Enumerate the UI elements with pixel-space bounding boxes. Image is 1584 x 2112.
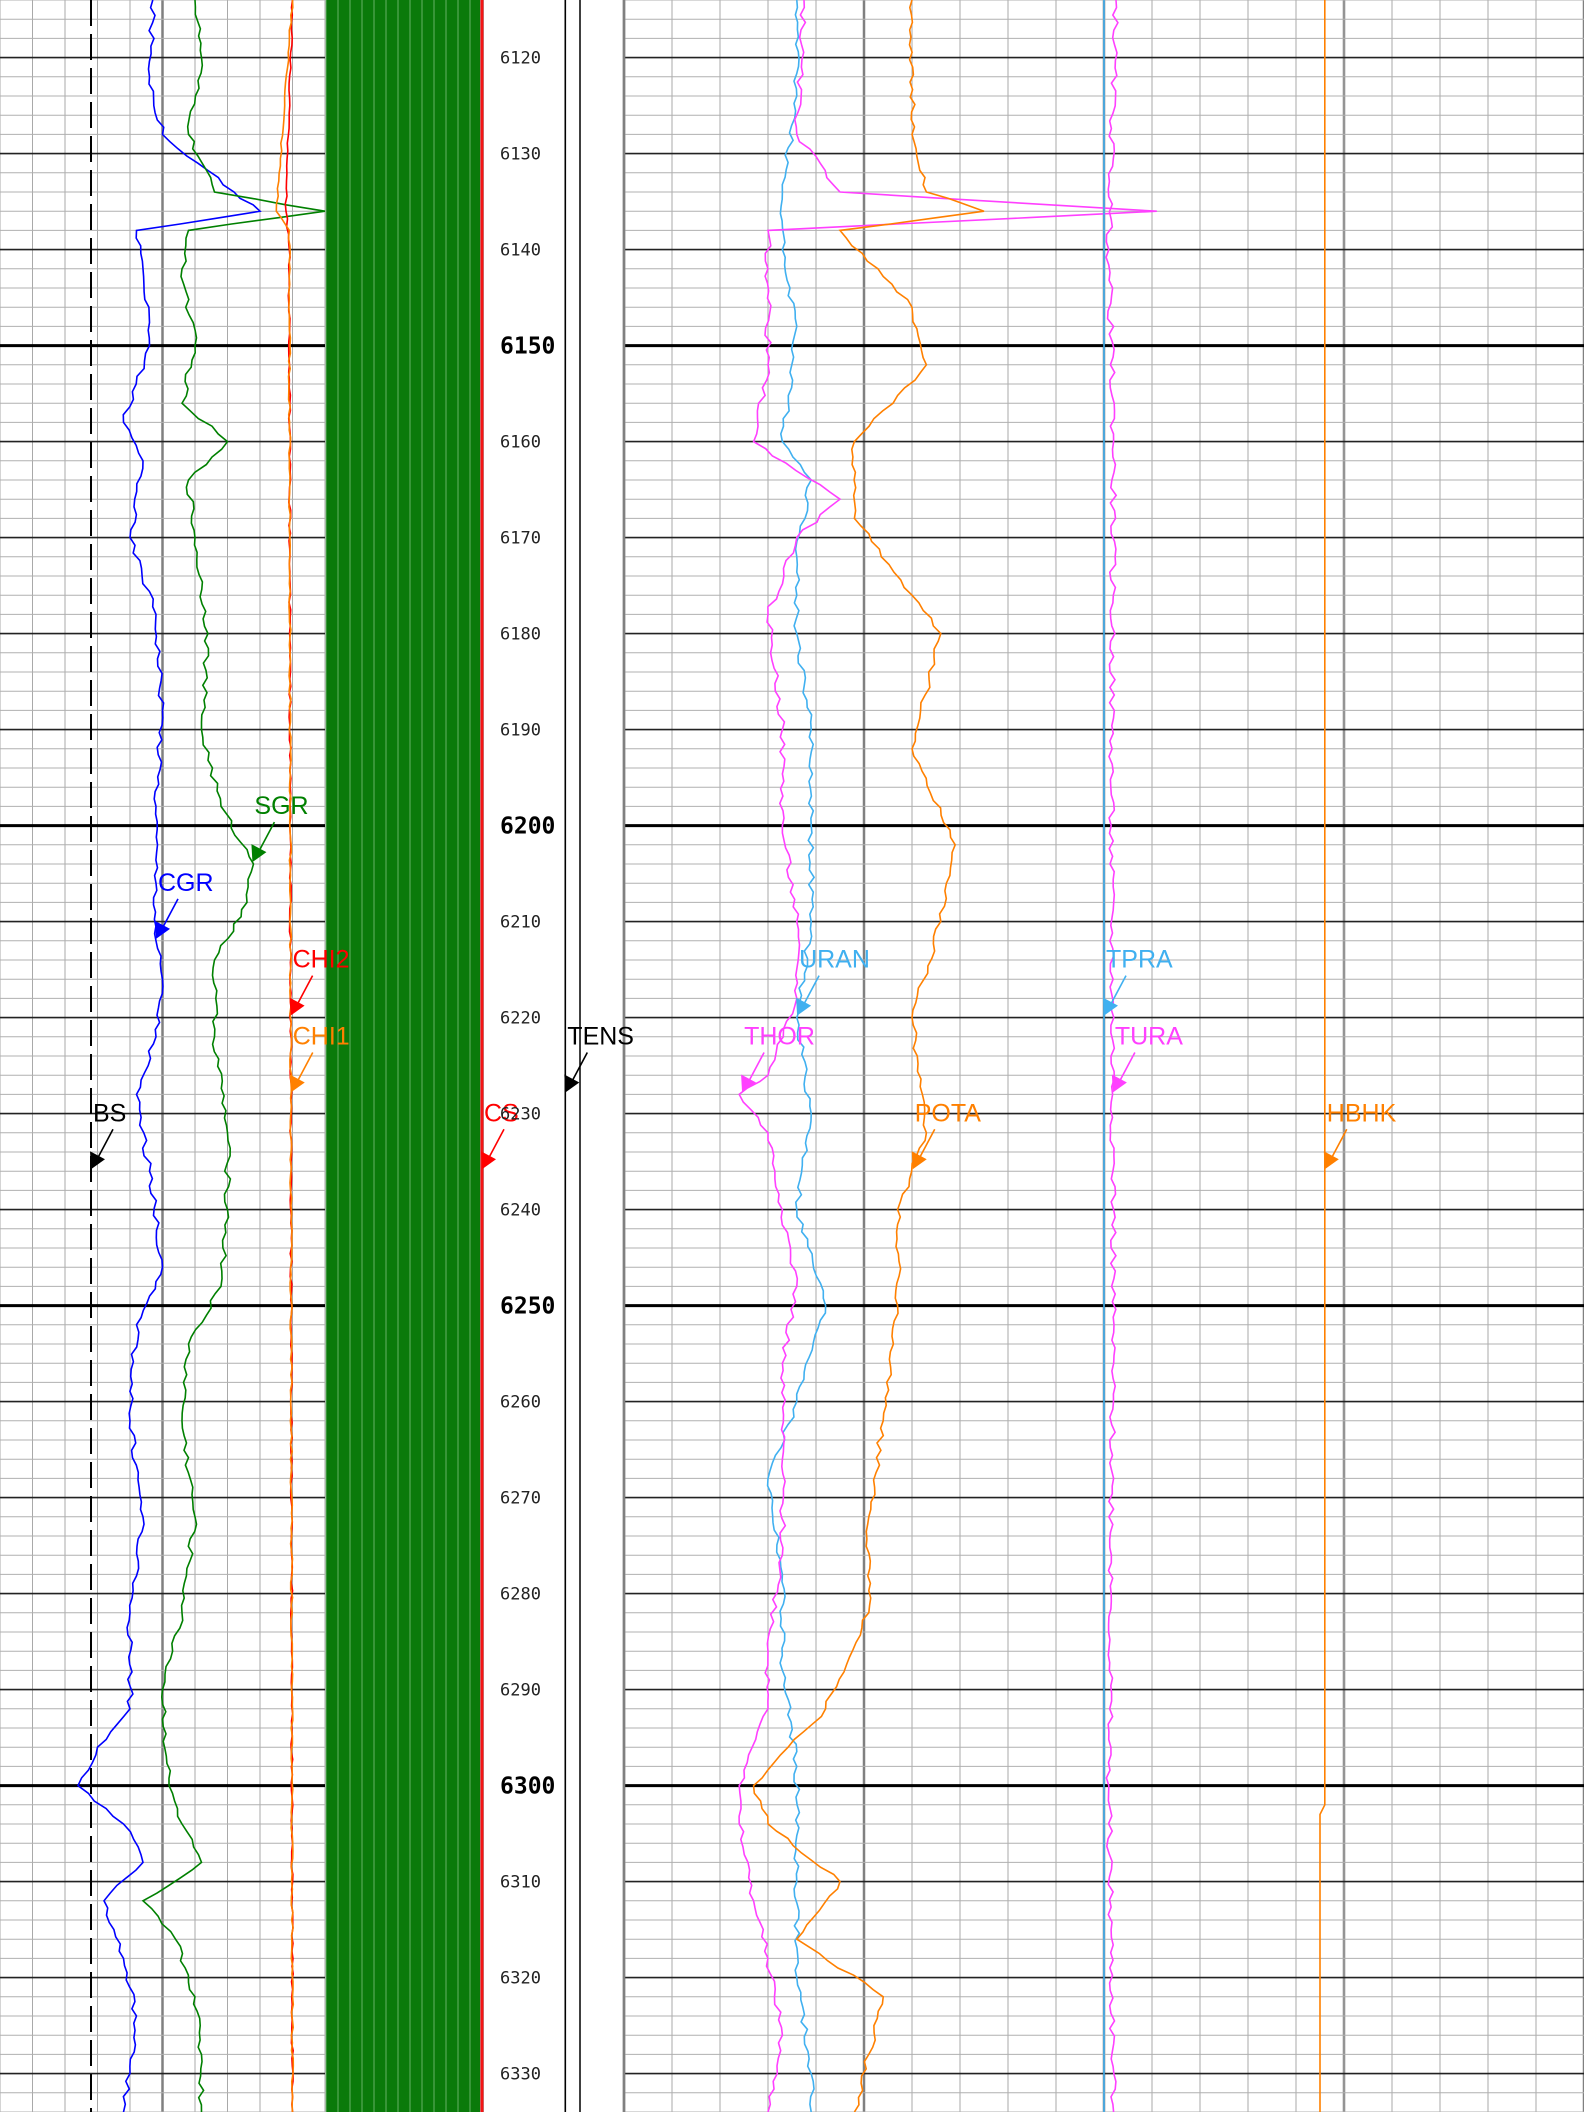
depth-label: 6140 <box>500 241 541 261</box>
label-leader <box>294 975 314 1009</box>
casing-band <box>326 0 480 2112</box>
casing-fill <box>325 0 626 2112</box>
depth-label: 6210 <box>500 913 541 933</box>
depth-label: 6150 <box>500 334 555 360</box>
label-leader <box>569 1052 589 1085</box>
depth-label: 6240 <box>500 1201 541 1221</box>
depth-label: 6250 <box>500 1294 555 1320</box>
depth-label: 6290 <box>500 1681 541 1701</box>
curve-tura <box>1105 0 1119 2112</box>
curve-cgr <box>76 0 262 2112</box>
depth-label: 6190 <box>500 721 541 741</box>
depth-label: 6170 <box>500 529 541 549</box>
label-leader <box>95 1128 114 1162</box>
curve-label-text: URAN <box>799 946 870 974</box>
label-leader <box>1329 1128 1348 1162</box>
depth-label: 6330 <box>500 2065 541 2085</box>
depth-label: 6120 <box>500 49 541 69</box>
depth-label: 6260 <box>500 1393 541 1413</box>
label-arrow-icon <box>796 997 812 1016</box>
label-leader <box>295 1052 314 1085</box>
label-arrow-icon <box>289 1074 305 1093</box>
label-arrow-icon <box>1111 1074 1127 1093</box>
curve-chi1 <box>275 0 295 2112</box>
curve-label-text: CGR <box>158 869 214 897</box>
label-arrow-icon <box>251 844 267 863</box>
depth-label: 6310 <box>500 1873 541 1893</box>
label-arrow-icon <box>1103 997 1118 1016</box>
depth-label: 6200 <box>500 814 555 840</box>
label-sgr: SGR <box>251 792 309 863</box>
label-leader <box>256 821 276 855</box>
curves-layer <box>76 0 1326 2112</box>
label-chi2: CHI2 <box>289 946 350 1016</box>
label-arrow-icon <box>481 1151 496 1170</box>
label-uran: URAN <box>796 946 870 1016</box>
label-arrow-icon <box>155 920 170 939</box>
label-arrow-icon <box>1323 1151 1339 1170</box>
curve-pota <box>752 0 985 2112</box>
curve-labels-layer: BS CGR SGR CHI2 CHI1 CS TENS URAN THOR POTA TPRA TU… <box>90 792 1397 1170</box>
curve-label-text: TENS <box>567 1022 634 1050</box>
curve-label-text: SGR <box>254 792 308 820</box>
curve-hbhk <box>1319 0 1326 2112</box>
label-arrow-icon <box>911 1151 927 1170</box>
label-leader <box>801 975 820 1009</box>
label-arrow-icon <box>564 1074 580 1093</box>
depth-label: 6180 <box>500 625 541 645</box>
curve-label-text: BS <box>93 1099 126 1127</box>
label-chi1: CHI1 <box>289 1022 350 1093</box>
curve-label-text: CHI2 <box>293 946 350 974</box>
depth-label: 6160 <box>500 433 541 453</box>
label-arrow-icon <box>289 997 305 1016</box>
label-leader <box>1108 975 1127 1009</box>
label-leader <box>486 1128 505 1162</box>
label-hbhk: HBHK <box>1323 1099 1397 1170</box>
curve-uran <box>766 0 827 2112</box>
label-tura: TURA <box>1111 1022 1183 1093</box>
label-leader <box>1117 1052 1136 1085</box>
curve-label-text: CHI1 <box>293 1022 350 1050</box>
depth-label: 6130 <box>500 145 541 165</box>
curve-label-text: HBHK <box>1327 1099 1397 1127</box>
depth-label: 6320 <box>500 1969 541 1989</box>
curve-sgr <box>141 0 326 2112</box>
label-leader <box>746 1052 765 1085</box>
label-tens: TENS <box>564 1022 634 1093</box>
label-bs: BS <box>90 1099 126 1170</box>
label-arrow-icon <box>90 1151 105 1170</box>
label-cs: CS <box>481 1099 519 1170</box>
curve-label-text: CS <box>484 1099 519 1127</box>
curve-label-text: TURA <box>1115 1022 1183 1050</box>
label-leader <box>160 898 179 932</box>
label-pota: POTA <box>911 1099 982 1170</box>
label-cgr: CGR <box>155 869 214 939</box>
label-thor: THOR <box>741 1022 815 1093</box>
curve-label-text: POTA <box>915 1099 982 1127</box>
depth-label: 6230 <box>500 1105 541 1125</box>
label-leader <box>917 1128 936 1162</box>
curve-label-text: THOR <box>744 1022 815 1050</box>
depth-label: 6270 <box>500 1489 541 1509</box>
depth-label: 6300 <box>500 1774 555 1800</box>
depth-label: 6220 <box>500 1009 541 1029</box>
curve-label-text: TPRA <box>1106 946 1173 974</box>
label-tpra: TPRA <box>1103 946 1173 1016</box>
curve-thor <box>738 0 1157 2112</box>
depth-labels-layer: 6120 6130 6140 6150 6160 6170 6180 6190 6200 6210… <box>500 49 555 2085</box>
depth-label: 6280 <box>500 1585 541 1605</box>
label-arrow-icon <box>741 1074 757 1093</box>
